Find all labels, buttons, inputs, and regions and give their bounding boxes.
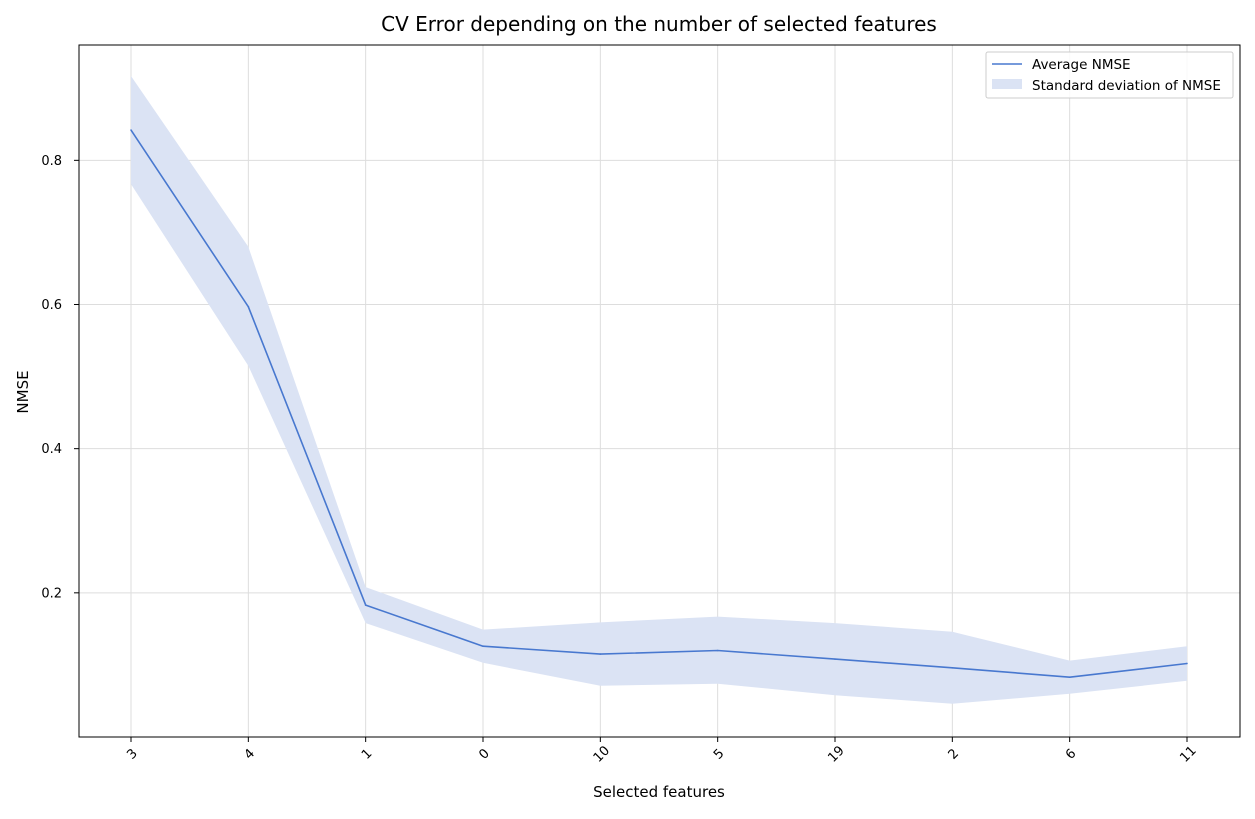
legend-band-swatch [992, 79, 1022, 89]
data-point-10 [599, 653, 602, 655]
x-tick-label-10: 10 [591, 743, 613, 765]
x-tick-label-0: 0 [476, 746, 492, 762]
data-point-4 [247, 305, 250, 308]
std-band-layer [131, 76, 1187, 704]
data-point-2 [951, 667, 954, 669]
data-point-5 [716, 649, 719, 652]
data-point-3 [130, 129, 132, 131]
x-tick-label-4: 4 [242, 746, 258, 762]
data-point-0 [482, 645, 484, 647]
std-deviation-band [131, 76, 1187, 704]
x-tick-label-2: 2 [946, 746, 962, 762]
x-ticks: 3 4 1 0 10 5 19 2 6 11 [124, 737, 1200, 766]
y-ticks: 0.2 0.4 0.6 0.8 [41, 154, 79, 601]
y-tick-label-0.4: 0.4 [41, 442, 62, 457]
x-axis-label: Selected features [593, 783, 725, 801]
legend-std-nmse: Standard deviation of NMSE [1032, 78, 1221, 94]
grid [79, 45, 1240, 737]
legend-average-nmse: Average NMSE [1032, 57, 1131, 73]
x-tick-label-6: 6 [1063, 746, 1079, 762]
y-tick-label-0.2: 0.2 [41, 586, 62, 601]
x-tick-label-1: 1 [359, 746, 375, 762]
y-tick-label-0.8: 0.8 [41, 154, 62, 169]
chart-title: CV Error depending on the number of sele… [381, 12, 937, 36]
axes [78, 44, 1241, 738]
legend-box [985, 51, 1234, 99]
data-point-6 [1068, 676, 1071, 678]
plot-frame [78, 44, 1241, 738]
legend: Average NMSE Standard deviation of NMSE [985, 51, 1234, 99]
data-point-19 [834, 658, 836, 660]
average-line-layer [130, 129, 1188, 679]
y-tick-label-0.6: 0.6 [41, 298, 62, 313]
x-tick-label-11: 11 [1177, 743, 1199, 765]
data-point-1 [364, 604, 367, 606]
x-tick-label-3: 3 [124, 746, 140, 762]
x-tick-label-5: 5 [711, 746, 727, 762]
y-axis-label: NMSE [14, 370, 32, 413]
x-tick-label-19: 19 [825, 743, 847, 765]
data-point-11 [1186, 662, 1188, 665]
average-nmse-line [130, 129, 1188, 679]
